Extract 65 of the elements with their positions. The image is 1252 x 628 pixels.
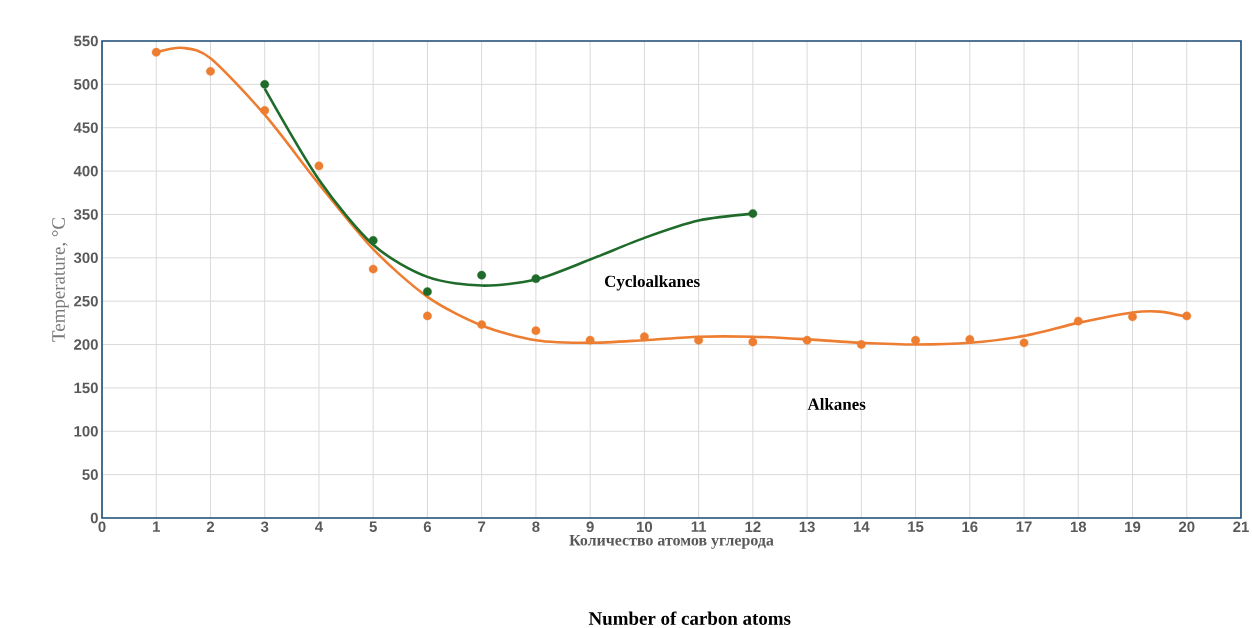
y-tick-label: 0 bbox=[90, 512, 98, 524]
annotation: Alkanes bbox=[807, 398, 866, 410]
x-tick-label: 9 bbox=[586, 521, 594, 533]
x-tick-label: 19 bbox=[1125, 521, 1141, 533]
point bbox=[477, 320, 487, 329]
x-tick-label: 14 bbox=[853, 521, 870, 532]
y-tick-label: 500 bbox=[74, 79, 98, 90]
x-tick-label: 17 bbox=[1016, 521, 1032, 532]
point bbox=[965, 334, 975, 344]
x-tick-label: 2 bbox=[206, 521, 215, 532]
x-tick-label: 5 bbox=[369, 521, 377, 532]
point bbox=[1128, 312, 1137, 322]
point bbox=[314, 161, 324, 171]
point bbox=[368, 264, 378, 274]
point bbox=[1073, 316, 1083, 326]
x-tick-label: 13 bbox=[799, 521, 815, 533]
x-tick-label: 10 bbox=[637, 521, 653, 533]
point bbox=[1182, 311, 1192, 321]
y-tick-label: 300 bbox=[73, 252, 98, 264]
x-tick-label: 6 bbox=[423, 521, 432, 533]
x-tick-label: 20 bbox=[1178, 521, 1195, 533]
x-axis-title: Количество атомов углерода bbox=[569, 534, 774, 549]
point bbox=[748, 209, 758, 218]
point bbox=[748, 337, 758, 347]
x-tick-label: 8 bbox=[532, 521, 540, 533]
annotation: Cycloalkanes bbox=[604, 275, 700, 291]
point bbox=[856, 340, 866, 349]
point bbox=[423, 287, 432, 297]
point bbox=[694, 335, 703, 345]
point bbox=[477, 270, 487, 280]
y-axis-title: Temperature, °C bbox=[52, 218, 69, 342]
point bbox=[260, 79, 270, 89]
x-tick-label: 4 bbox=[315, 521, 324, 532]
point bbox=[639, 332, 649, 342]
x-tick-label: 7 bbox=[478, 521, 486, 532]
y-tick-label: 350 bbox=[73, 209, 98, 220]
x-tick-label: 16 bbox=[962, 521, 978, 533]
y-tick-label: 200 bbox=[74, 339, 98, 350]
x-tick-label: 15 bbox=[908, 521, 924, 532]
point bbox=[423, 311, 432, 321]
point bbox=[802, 335, 812, 345]
x-tick-label: 0 bbox=[98, 521, 106, 533]
x-tick-label: 12 bbox=[745, 521, 761, 532]
y-tick-label: 550 bbox=[74, 35, 98, 47]
y-tick-label: 50 bbox=[82, 469, 98, 480]
y-tick-label: 400 bbox=[73, 165, 98, 177]
x-tick-label: 1 bbox=[153, 521, 160, 532]
point bbox=[911, 335, 920, 345]
x-tick-label: 11 bbox=[691, 521, 707, 532]
point bbox=[531, 326, 541, 336]
y-tick-label: 150 bbox=[74, 382, 98, 394]
point bbox=[206, 66, 215, 76]
point bbox=[1019, 338, 1029, 348]
y-tick-label: 450 bbox=[73, 122, 98, 134]
point bbox=[368, 236, 378, 245]
text: Number of carbon atoms bbox=[588, 611, 791, 625]
x-tick-label: 3 bbox=[260, 521, 269, 533]
x-tick-label: 18 bbox=[1070, 521, 1087, 533]
y-tick-label: 250 bbox=[74, 295, 98, 307]
point bbox=[531, 274, 541, 284]
point bbox=[585, 335, 595, 345]
y-tick-label: 100 bbox=[74, 425, 98, 437]
point bbox=[260, 106, 270, 115]
x-tick-label: 21 bbox=[1233, 521, 1249, 532]
point bbox=[151, 47, 161, 57]
